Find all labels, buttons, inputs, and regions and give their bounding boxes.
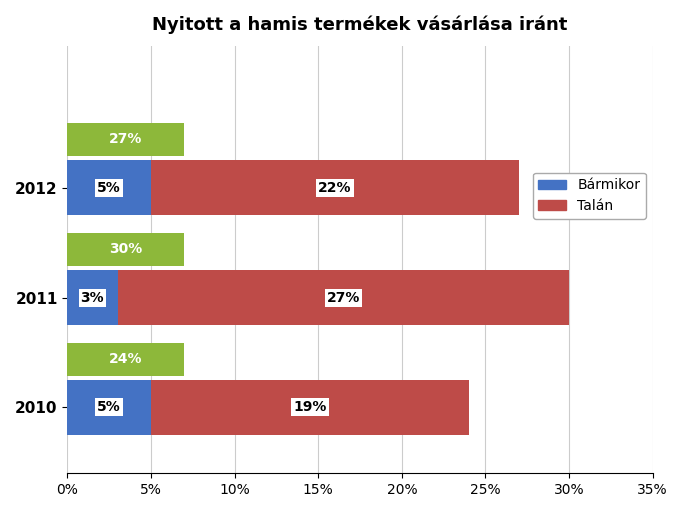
Bar (68, 270, 117, 325)
Text: 5%: 5% (97, 181, 121, 195)
Text: 24%: 24% (109, 352, 143, 366)
Bar (117, 270, 569, 325)
Bar (151, 380, 469, 435)
Text: 27%: 27% (326, 291, 360, 305)
Bar (68, 233, 184, 266)
Bar (68, 160, 151, 215)
Legend: Bármikor, Talán: Bármikor, Talán (533, 173, 645, 219)
Text: 30%: 30% (109, 242, 143, 257)
Text: 22%: 22% (318, 181, 352, 195)
Bar (68, 380, 151, 435)
Text: 27%: 27% (109, 133, 143, 146)
Text: 19%: 19% (293, 400, 326, 414)
Text: 3%: 3% (81, 291, 104, 305)
Text: 5%: 5% (97, 400, 121, 414)
Title: Nyitott a hamis termékek vásárlása iránt: Nyitott a hamis termékek vásárlása iránt (152, 15, 568, 33)
Bar (151, 160, 519, 215)
Bar (68, 123, 184, 156)
Bar (68, 343, 184, 376)
